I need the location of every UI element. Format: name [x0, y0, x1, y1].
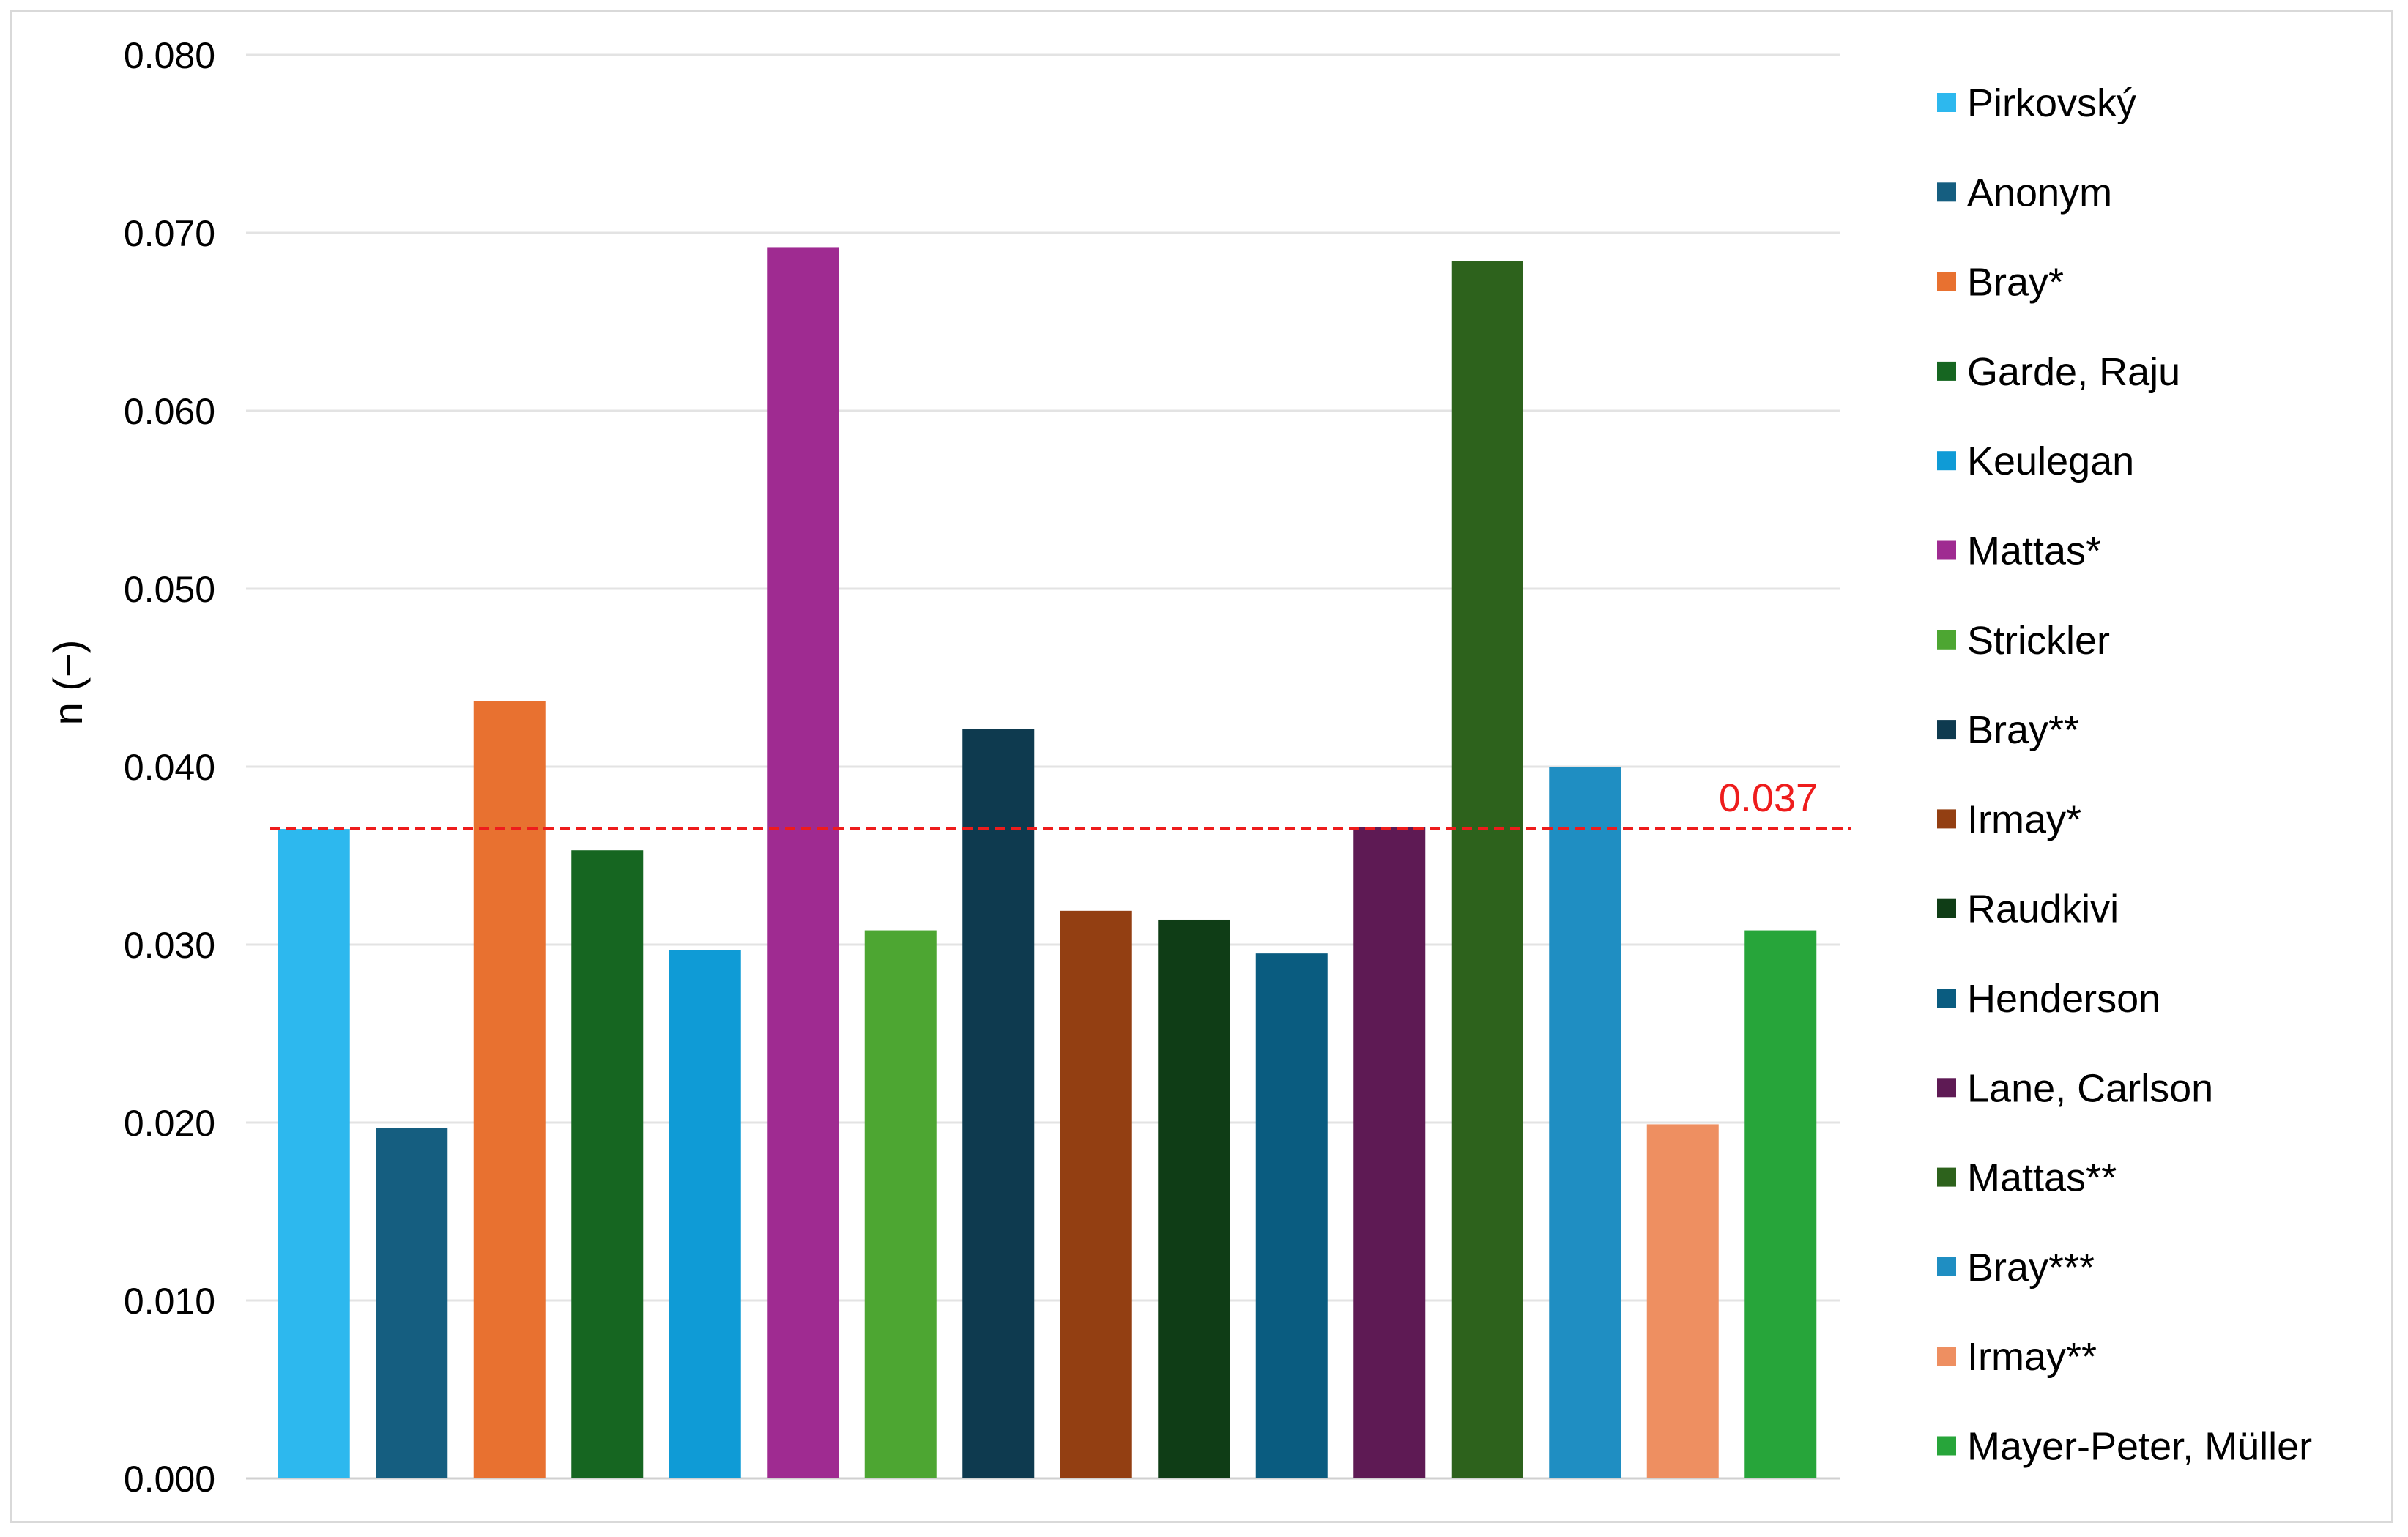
y-tick-label: 0.040 — [124, 747, 215, 788]
legend-swatch — [1937, 809, 1956, 829]
y-axis-label: n (−) — [45, 640, 91, 726]
legend-label: Pirkovský — [1967, 81, 2136, 125]
bar — [864, 930, 937, 1478]
legend-swatch — [1937, 1257, 1956, 1276]
legend-swatch — [1937, 898, 1956, 918]
legend-label: Lane, Carlson — [1967, 1066, 2213, 1110]
y-tick-label: 0.030 — [124, 925, 215, 966]
legend-swatch — [1937, 1167, 1956, 1187]
legend-label: Henderson — [1967, 977, 2160, 1021]
bar — [669, 950, 741, 1478]
bar — [1158, 919, 1230, 1478]
y-tick-label: 0.050 — [124, 569, 215, 610]
legend-swatch — [1937, 540, 1956, 560]
legend-swatch — [1937, 1078, 1956, 1098]
legend-swatch — [1937, 1436, 1956, 1456]
y-tick-label: 0.020 — [124, 1103, 215, 1144]
legend: Pirkovský Anonym Bray* Garde, Raju Keulegan M… — [1937, 81, 2312, 1469]
y-axis-ticks: 0.000 0.010 0.020 0.030 0.040 0.050 0.060 0.070… — [124, 35, 215, 1500]
legend-swatch — [1937, 989, 1956, 1008]
reference-line-label: 0.037 — [1719, 776, 1818, 820]
bar — [571, 850, 644, 1478]
bar — [376, 1128, 448, 1478]
bar — [1744, 930, 1817, 1478]
bar — [473, 701, 546, 1478]
legend-label: Mayer-Peter, Müller — [1967, 1425, 2312, 1469]
bar — [1549, 767, 1621, 1478]
y-tick-label: 0.060 — [124, 391, 215, 432]
bar — [1255, 953, 1328, 1478]
legend-swatch — [1937, 182, 1956, 202]
reference-line-group: 0.037 — [270, 776, 1851, 831]
legend-label: Bray*** — [1967, 1246, 2095, 1289]
bar — [962, 729, 1035, 1478]
legend-swatch — [1937, 630, 1956, 650]
y-tick-label: 0.000 — [124, 1459, 215, 1500]
bar — [1451, 261, 1523, 1478]
legend-swatch — [1937, 272, 1956, 291]
legend-label: Mattas* — [1967, 529, 2101, 573]
legend-swatch — [1937, 1347, 1956, 1366]
bar — [1646, 1124, 1719, 1478]
y-tick-label: 0.070 — [124, 213, 215, 254]
y-tick-label: 0.010 — [124, 1281, 215, 1322]
legend-swatch — [1937, 361, 1956, 381]
legend-swatch — [1937, 720, 1956, 740]
y-tick-label: 0.080 — [124, 35, 215, 76]
legend-label: Raudkivi — [1967, 887, 2119, 931]
legend-swatch — [1937, 451, 1956, 471]
bar — [1353, 827, 1426, 1478]
legend-label: Strickler — [1967, 619, 2110, 663]
legend-label: Bray* — [1967, 261, 2064, 305]
legend-label: Irmay** — [1967, 1335, 2097, 1379]
bar — [1060, 910, 1132, 1478]
legend-label: Garde, Raju — [1967, 350, 2180, 394]
legend-label: Anonym — [1967, 171, 2112, 215]
bars — [278, 247, 1817, 1479]
legend-swatch — [1937, 93, 1956, 112]
legend-label: Keulegan — [1967, 439, 2134, 483]
bar — [278, 829, 350, 1478]
bar — [767, 247, 839, 1479]
legend-label: Bray** — [1967, 708, 2079, 752]
legend-label: Irmay* — [1967, 797, 2081, 841]
legend-label: Mattas** — [1967, 1156, 2117, 1200]
